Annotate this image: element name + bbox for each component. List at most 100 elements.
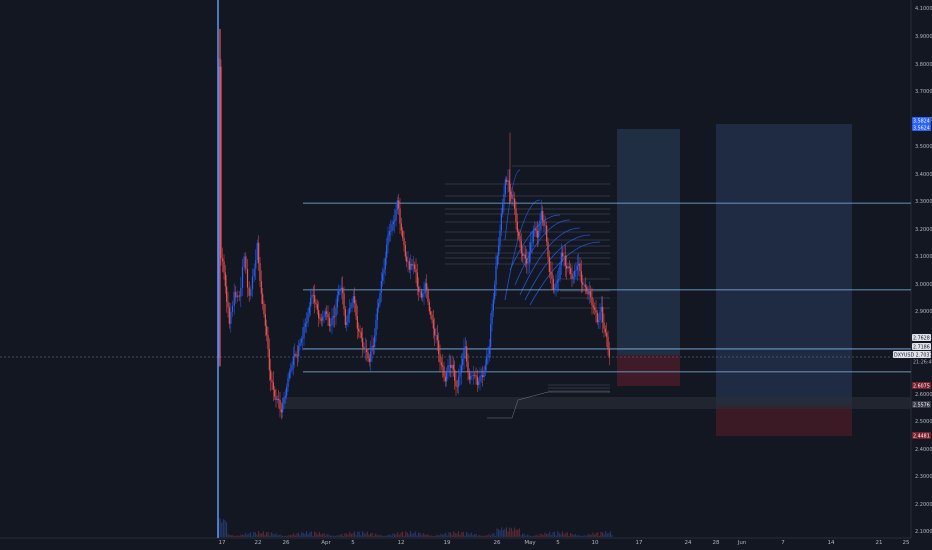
volume-bar — [477, 535, 479, 537]
volume-bar — [275, 533, 277, 537]
candle-body — [571, 273, 573, 279]
volume-bar — [237, 535, 239, 537]
candle-body — [387, 235, 389, 245]
candle-body — [600, 306, 602, 312]
candle-body — [523, 254, 525, 257]
time-axis[interactable]: 17 22 26 Apr 5 12 19 26 May 5 10 17 24 28 Jun 7 14 21 25 — [219, 540, 910, 546]
candle-body — [522, 253, 524, 257]
y-tick-label: 3.4000 — [915, 172, 932, 178]
candle-body — [574, 271, 576, 277]
volume-bar — [469, 534, 471, 537]
candle-body — [428, 302, 430, 312]
candle-body — [496, 255, 498, 266]
volume-bar — [515, 529, 517, 537]
candle-body — [527, 262, 529, 264]
candle-body — [583, 284, 585, 286]
volume-bar — [467, 533, 469, 537]
candle-body — [426, 283, 428, 291]
volume-bar — [362, 531, 364, 537]
candle-body — [558, 278, 560, 281]
candle-body — [248, 287, 250, 296]
volume-bar — [573, 535, 575, 537]
candle-body — [524, 254, 526, 259]
volume-bar — [400, 532, 402, 537]
candle-body — [512, 198, 514, 200]
volume-bar — [506, 527, 508, 537]
volume-bar — [379, 534, 381, 537]
volume-bar — [277, 535, 279, 537]
volume-bar — [490, 535, 492, 537]
price-tag-label: 3.5624 — [913, 126, 930, 132]
long-target-zone-1 — [617, 129, 680, 355]
volume-bar — [360, 535, 362, 537]
volume-bar — [475, 534, 477, 537]
volume-bar — [403, 535, 405, 537]
volume-bar — [488, 534, 490, 537]
volume-bar — [458, 531, 460, 537]
x-tick-label: 7 — [781, 540, 785, 546]
volume-bar — [219, 518, 221, 537]
candle-body — [540, 210, 542, 220]
price-tag-label: 2.6075 — [913, 384, 930, 390]
volume-bar — [397, 532, 399, 537]
volume-bar — [445, 532, 447, 537]
candle-body — [552, 279, 554, 290]
volume-bar — [466, 531, 468, 537]
candle-body — [423, 292, 425, 294]
candle-body — [223, 261, 225, 273]
volume-bar — [600, 531, 602, 537]
candle-body — [350, 307, 352, 309]
candle-body — [270, 370, 272, 380]
volume-bar — [264, 534, 266, 537]
y-tick-label: 2.5000 — [915, 419, 932, 425]
candle-body — [494, 284, 496, 300]
candle-body — [458, 376, 460, 387]
candle-body — [286, 387, 288, 396]
candle-body — [576, 265, 578, 270]
volume-bar — [558, 532, 560, 537]
volume-bar — [462, 531, 464, 537]
candle-body — [245, 256, 247, 270]
volume-bar — [381, 535, 383, 537]
candle-body — [364, 348, 366, 350]
candle-body — [399, 208, 401, 224]
volume-bar — [426, 534, 428, 537]
candle-body — [562, 252, 564, 257]
candle-body — [464, 346, 466, 350]
candle-body — [419, 291, 421, 293]
candle-body — [472, 375, 474, 376]
volume-bar — [450, 532, 452, 537]
candle-body — [310, 297, 312, 307]
volume-bar — [314, 531, 316, 537]
candle-body — [367, 352, 369, 359]
candle-body — [592, 305, 594, 308]
candle-body — [526, 258, 528, 264]
candle-body — [586, 287, 588, 292]
volume-bar — [250, 532, 252, 537]
price-tag-bg — [912, 401, 931, 408]
x-tick-label: 17 — [636, 540, 643, 546]
volume-bar — [315, 532, 317, 537]
candle-body — [438, 340, 440, 355]
x-tick-label: 5 — [351, 540, 355, 546]
candle-body — [224, 272, 226, 287]
volume-bar — [603, 534, 605, 537]
volume-bar — [374, 533, 376, 537]
candle-body — [315, 302, 317, 305]
candle-body — [222, 258, 224, 262]
candle-body — [400, 223, 402, 231]
price-tag-bg — [912, 432, 931, 439]
candle-body — [568, 266, 570, 269]
price-tag-label: DXYUSD 2.7037 — [894, 353, 932, 359]
volume-bar — [222, 519, 224, 537]
candle-body — [303, 326, 305, 339]
volume-bar — [253, 531, 255, 537]
volume-bar — [474, 534, 476, 537]
y-tick-label: 3.9000 — [915, 34, 932, 40]
candle-body — [564, 255, 566, 266]
candle-body — [406, 256, 408, 262]
volume-bar — [512, 530, 514, 537]
candle-body — [462, 358, 464, 366]
